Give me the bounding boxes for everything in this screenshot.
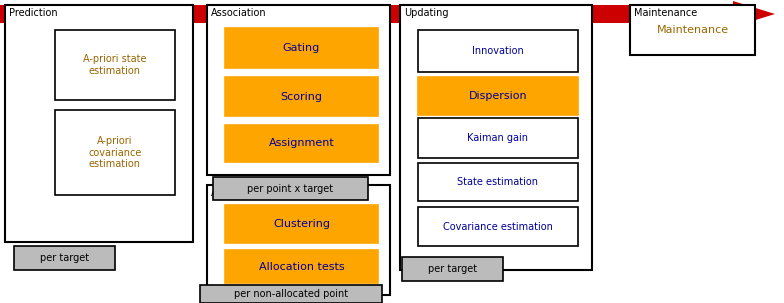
Bar [55,110,175,195]
Bar [418,207,578,246]
Text: Covariance estimation: Covariance estimation [443,221,553,231]
Bar [14,246,115,270]
Bar [225,77,378,116]
Text: per non-allocated point: per non-allocated point [234,289,348,299]
Text: Maintenance: Maintenance [656,25,728,35]
Text: Updating: Updating [404,8,448,18]
Bar [418,77,578,115]
Bar [207,185,390,295]
Text: Innovation: Innovation [472,46,524,56]
Text: Allocation: Allocation [211,188,260,198]
Polygon shape [733,1,775,27]
Bar [225,250,378,283]
Bar [0,5,735,23]
Bar [225,125,378,162]
Text: Assignment: Assignment [269,138,334,148]
Bar [213,177,368,200]
Text: Scoring: Scoring [281,92,322,102]
Bar [418,30,578,72]
Bar [207,5,390,175]
Text: Dispersion: Dispersion [469,91,528,101]
Text: per target: per target [40,253,89,263]
Text: per target: per target [428,264,477,274]
Bar [225,205,378,243]
Text: Clustering: Clustering [273,219,330,229]
Text: State estimation: State estimation [458,177,539,187]
Text: A-priori
covariance
estimation: A-priori covariance estimation [89,136,142,169]
Bar [630,5,755,55]
Bar [200,285,382,303]
Bar [400,5,592,270]
Bar [402,257,503,281]
Bar [418,118,578,158]
Bar [5,5,193,242]
Text: Association: Association [211,8,267,18]
Text: Kaiman gain: Kaiman gain [467,133,528,143]
Bar [225,28,378,68]
Text: Allocation tests: Allocation tests [259,261,344,271]
Text: per point x target: per point x target [248,184,333,194]
Text: Gating: Gating [283,43,320,53]
Text: A-priori state
estimation: A-priori state estimation [83,54,147,76]
Text: Maintenance: Maintenance [634,8,697,18]
Bar [418,163,578,201]
Text: Prediction: Prediction [9,8,58,18]
Bar [55,30,175,100]
